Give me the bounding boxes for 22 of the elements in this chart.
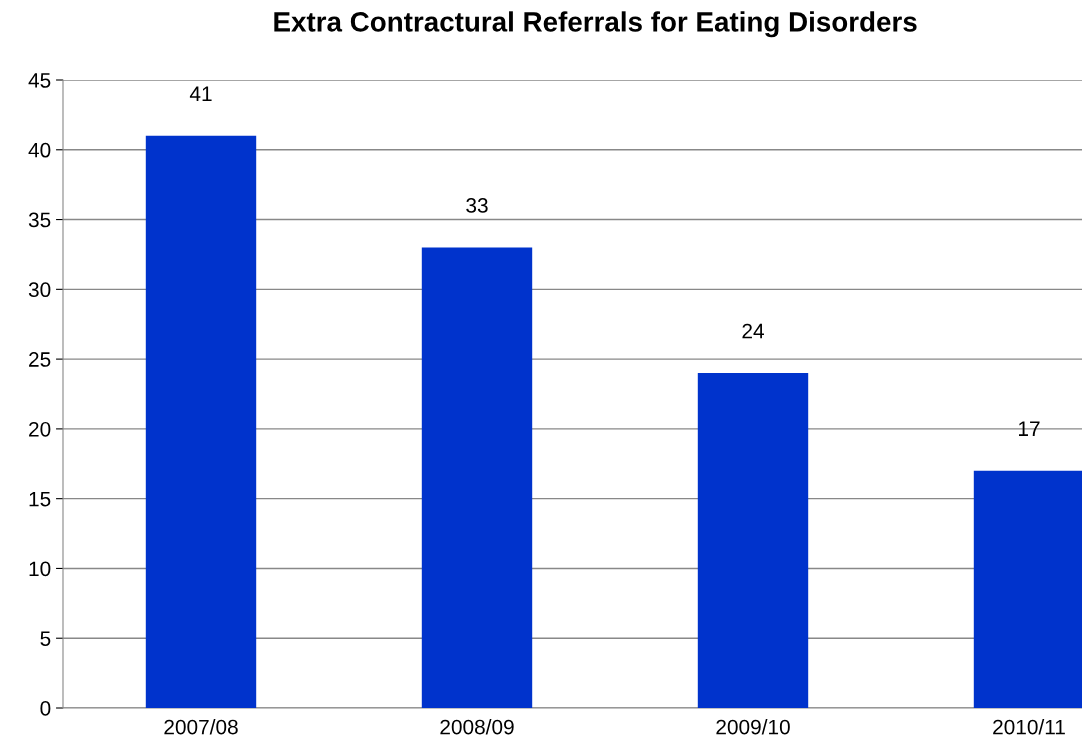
x-tick-label: 2009/10 [716,719,790,735]
y-tick-label: 25 [29,352,51,367]
y-tick-label: 40 [28,142,51,158]
bar [421,247,533,708]
chart-title: Extra Contractural Referrals for Eating Disorders [274,11,917,38]
data-label: 17 [1019,421,1040,436]
y-tick-label: 15 [29,491,51,507]
bar [145,135,257,708]
x-tick-label: 2010/11 [993,719,1065,735]
x-tick-label: 2007/08 [164,719,238,735]
y-tick-label: 10 [29,561,51,577]
y-tick-label: 5 [40,631,51,646]
y-tick-label: 20 [29,421,51,437]
bar [697,373,809,708]
x-tick-label: 2008/09 [440,719,514,735]
data-label: 24 [742,323,764,339]
y-tick-label: 35 [28,212,51,228]
y-tick-label: 45 [28,73,51,88]
y-tick-label: 30 [28,282,51,298]
data-label: 41 [189,86,212,101]
data-label: 33 [466,198,488,213]
y-tick-label: 0 [40,701,51,716]
